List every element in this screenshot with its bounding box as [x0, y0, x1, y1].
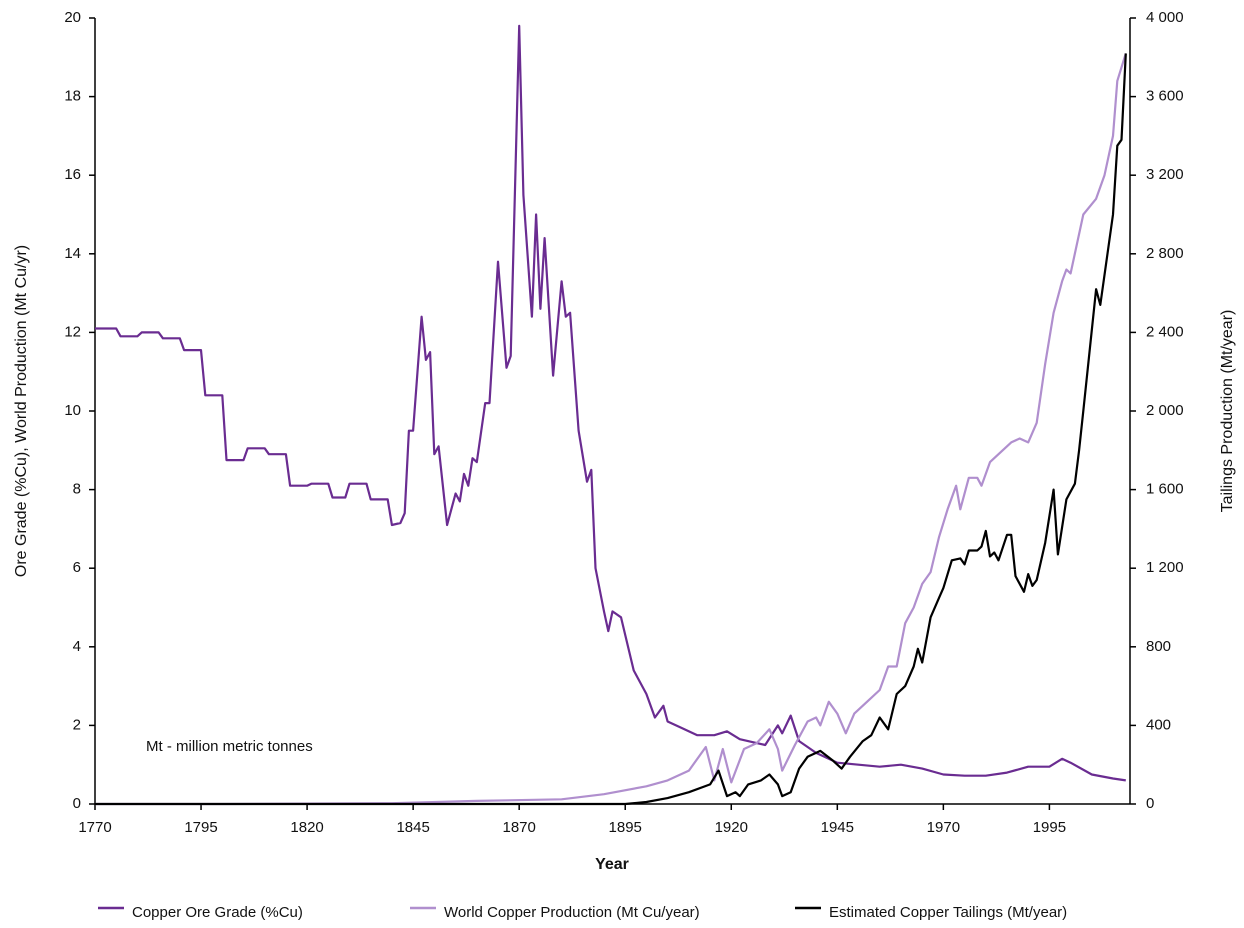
- series-line: [95, 53, 1127, 806]
- x-tick-label: 1895: [609, 819, 642, 836]
- y2-tick-label: 2 400: [1146, 323, 1184, 340]
- x-tick-label: 1995: [1033, 819, 1066, 836]
- series-line: [95, 24, 1126, 782]
- annotation: Mt - million metric tonnes: [146, 738, 313, 755]
- x-tick-label: 1970: [927, 819, 960, 836]
- y2-tick-label: 0: [1146, 795, 1154, 812]
- y2-tick-label: 1 600: [1146, 481, 1184, 498]
- x-axis-label: Year: [595, 856, 629, 873]
- y2-tick-label: 2 800: [1146, 245, 1184, 262]
- x-tick-label: 1770: [78, 819, 111, 836]
- x-tick-label: 1820: [290, 819, 323, 836]
- legend-label: Estimated Copper Tailings (Mt/year): [829, 904, 1067, 921]
- y-tick-label: 6: [73, 559, 81, 576]
- y2-tick-label: 2 000: [1146, 402, 1184, 419]
- y-tick-label: 0: [73, 795, 81, 812]
- y2-tick-label: 3 200: [1146, 166, 1184, 183]
- y2-axis-label: Tailings Production (Mt/year): [1219, 310, 1236, 513]
- y-tick-label: 16: [64, 166, 81, 183]
- y-tick-label: 4: [73, 638, 81, 655]
- y-tick-label: 2: [73, 716, 81, 733]
- legend-label: Copper Ore Grade (%Cu): [132, 904, 303, 921]
- y-tick-label: 20: [64, 9, 81, 26]
- y2-tick-label: 4 000: [1146, 9, 1184, 26]
- y-tick-label: 14: [64, 245, 81, 262]
- x-tick-label: 1945: [821, 819, 854, 836]
- x-tick-label: 1870: [502, 819, 535, 836]
- series-line: [95, 53, 1127, 806]
- y-tick-label: 8: [73, 481, 81, 498]
- y2-tick-label: 400: [1146, 716, 1171, 733]
- y-tick-label: 10: [64, 402, 81, 419]
- y2-tick-label: 800: [1146, 638, 1171, 655]
- y-tick-label: 12: [64, 323, 81, 340]
- y2-tick-label: 3 600: [1146, 88, 1184, 105]
- y-tick-label: 18: [64, 88, 81, 105]
- x-tick-label: 1920: [715, 819, 748, 836]
- x-tick-label: 1845: [396, 819, 429, 836]
- y-axis-label: Ore Grade (%Cu), World Production (Mt Cu…: [13, 245, 30, 577]
- x-tick-label: 1795: [184, 819, 217, 836]
- legend-label: World Copper Production (Mt Cu/year): [444, 904, 700, 921]
- y2-tick-label: 1 200: [1146, 559, 1184, 576]
